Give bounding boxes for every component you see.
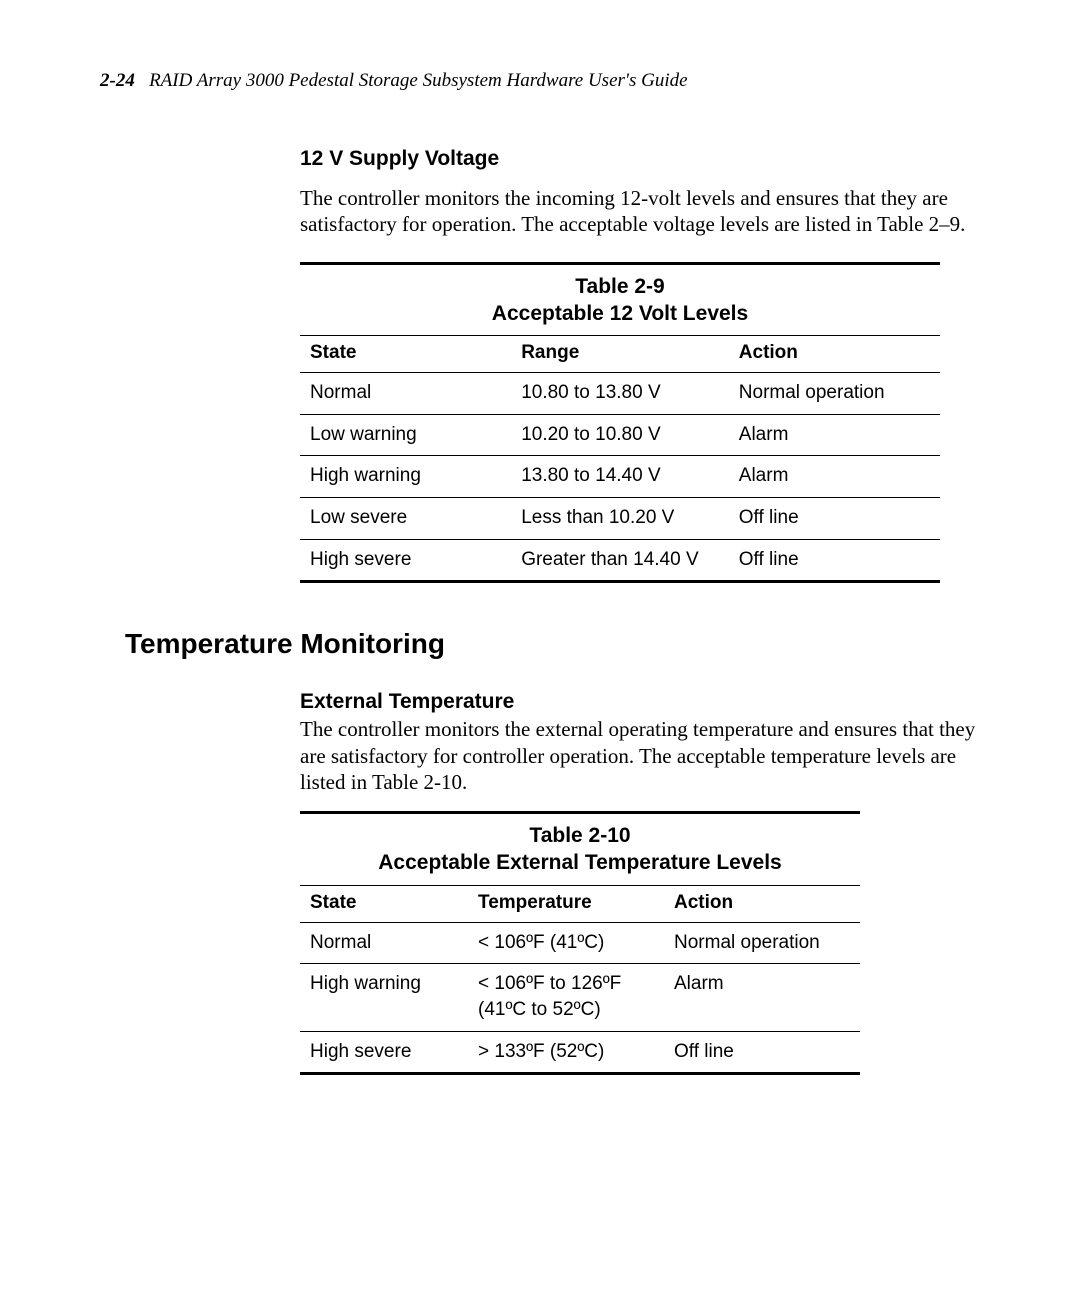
paragraph-external-temp: The controller monitors the external ope…: [300, 716, 980, 795]
table-cell: Normal operation: [664, 922, 860, 964]
table-rule: [300, 1072, 860, 1075]
table-cell: Less than 10.20 V: [511, 498, 729, 540]
table-2-9-data: State Range Action Normal10.80 to 13.80 …: [300, 335, 940, 580]
table-title: Table 2-10 Acceptable External Temperatu…: [300, 814, 860, 885]
table-cell: Alarm: [729, 414, 940, 456]
table-row: Normal< 106ºF (41ºC)Normal operation: [300, 922, 860, 964]
table-row: Low severeLess than 10.20 VOff line: [300, 498, 940, 540]
table-cell: Normal: [300, 922, 468, 964]
table-cell: < 106ºF to 126ºF(41ºC to 52ºC): [468, 964, 664, 1031]
col-temperature: Temperature: [468, 885, 664, 922]
col-action: Action: [664, 885, 860, 922]
heading-external-temp: External Temperature: [300, 690, 980, 714]
table-title-line1: Table 2-9: [575, 275, 664, 298]
heading-12v: 12 V Supply Voltage: [300, 147, 980, 171]
table-cell: Off line: [729, 498, 940, 540]
table-title-line2: Acceptable External Temperature Levels: [378, 851, 781, 874]
table-header-row: State Range Action: [300, 336, 940, 373]
table-cell: High severe: [300, 539, 511, 580]
table-cell: 10.20 to 10.80 V: [511, 414, 729, 456]
table-title-line1: Table 2-10: [529, 824, 630, 847]
table-cell: Off line: [664, 1031, 860, 1072]
table-title-line2: Acceptable 12 Volt Levels: [492, 302, 748, 325]
page: 2-24 RAID Array 3000 Pedestal Storage Su…: [0, 0, 1080, 1075]
table-row: Low warning10.20 to 10.80 VAlarm: [300, 414, 940, 456]
table-2-10: Table 2-10 Acceptable External Temperatu…: [300, 811, 860, 1075]
table-cell: > 133ºF (52ºC): [468, 1031, 664, 1072]
table-cell: Normal: [300, 373, 511, 415]
table-cell: Alarm: [664, 964, 860, 1031]
table-cell: Low warning: [300, 414, 511, 456]
col-range: Range: [511, 336, 729, 373]
table-row: High warning13.80 to 14.40 VAlarm: [300, 456, 940, 498]
page-number: 2-24: [100, 70, 135, 91]
table-row: High severe> 133ºF (52ºC)Off line: [300, 1031, 860, 1072]
table-row: Normal10.80 to 13.80 VNormal operation: [300, 373, 940, 415]
table-body: Normal< 106ºF (41ºC)Normal operationHigh…: [300, 922, 860, 1072]
table-row: High severeGreater than 14.40 VOff line: [300, 539, 940, 580]
table-cell: Low severe: [300, 498, 511, 540]
col-state: State: [300, 336, 511, 373]
doc-title: RAID Array 3000 Pedestal Storage Subsyst…: [149, 70, 687, 91]
table-body: Normal10.80 to 13.80 VNormal operationLo…: [300, 373, 940, 581]
table-cell: < 106ºF (41ºC): [468, 922, 664, 964]
paragraph-12v: The controller monitors the incoming 12-…: [300, 185, 980, 238]
heading-temperature-monitoring: Temperature Monitoring: [125, 628, 980, 660]
table-cell: High warning: [300, 964, 468, 1031]
table-cell: 13.80 to 14.40 V: [511, 456, 729, 498]
table-header-row: State Temperature Action: [300, 885, 860, 922]
table-rule: [300, 580, 940, 583]
running-head: 2-24 RAID Array 3000 Pedestal Storage Su…: [100, 70, 980, 92]
table-cell: High severe: [300, 1031, 468, 1072]
table-cell: High warning: [300, 456, 511, 498]
col-state: State: [300, 885, 468, 922]
table-cell: Normal operation: [729, 373, 940, 415]
table-title: Table 2-9 Acceptable 12 Volt Levels: [300, 265, 940, 336]
table-cell: Alarm: [729, 456, 940, 498]
table-cell: 10.80 to 13.80 V: [511, 373, 729, 415]
section-12v: 12 V Supply Voltage The controller monit…: [300, 147, 980, 583]
table-2-9: Table 2-9 Acceptable 12 Volt Levels Stat…: [300, 262, 940, 584]
table-cell: Greater than 14.40 V: [511, 539, 729, 580]
col-action: Action: [729, 336, 940, 373]
table-row: High warning< 106ºF to 126ºF(41ºC to 52º…: [300, 964, 860, 1031]
table-2-10-data: State Temperature Action Normal< 106ºF (…: [300, 885, 860, 1073]
section-external-temp: External Temperature The controller moni…: [300, 690, 980, 1075]
table-cell: Off line: [729, 539, 940, 580]
